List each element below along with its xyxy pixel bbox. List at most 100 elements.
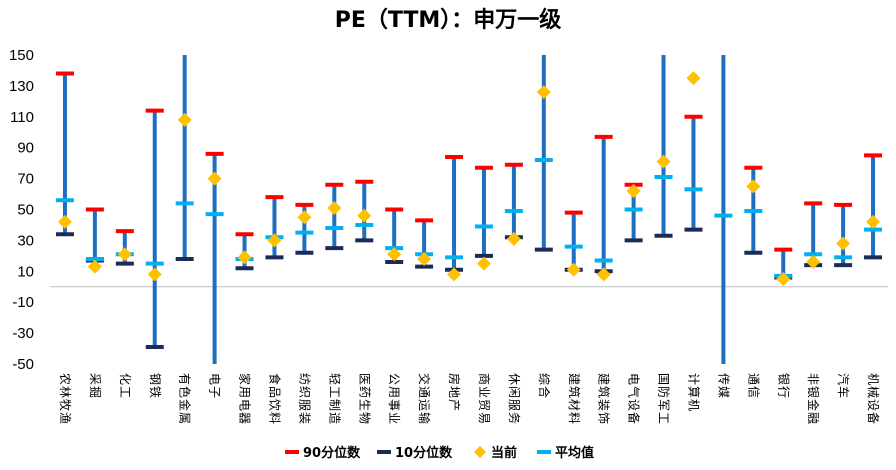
category-label: 造 — [327, 412, 341, 424]
current-marker — [506, 231, 521, 246]
y-tick-label: -30 — [12, 325, 34, 342]
current-marker — [267, 233, 282, 248]
current-marker — [656, 154, 671, 169]
category-label: 渔 — [58, 412, 72, 424]
category-label: 通 — [417, 386, 431, 398]
category-label: 织 — [297, 386, 311, 398]
category-label: 建 — [567, 373, 581, 385]
category-label: 设 — [866, 399, 880, 411]
category-label: 医 — [357, 373, 371, 385]
y-tick-label: 130 — [9, 78, 34, 95]
current-marker — [237, 250, 252, 265]
current-marker — [476, 256, 491, 271]
current-marker — [387, 247, 402, 262]
legend-label: 90分位数 — [303, 445, 361, 461]
category-label: 备 — [627, 412, 641, 424]
category-label: 食 — [267, 373, 282, 385]
category-label: 牧 — [58, 399, 72, 411]
category-label: 闲 — [507, 386, 521, 398]
current-marker — [117, 247, 132, 262]
category-label: 计 — [686, 373, 700, 385]
category-label: 化 — [118, 373, 132, 385]
category-label: 器 — [238, 412, 252, 424]
legend: 90分位数 10分位数 当前 平均值 — [285, 445, 594, 461]
category-label: 军 — [657, 399, 671, 411]
y-tick-label: 110 — [10, 109, 34, 126]
category-label: 装 — [297, 412, 311, 424]
category-label: 电 — [238, 399, 252, 411]
category-label: 金 — [178, 399, 193, 411]
category-label: 筑 — [567, 386, 582, 398]
category-label: 综 — [537, 373, 551, 385]
category-label: 媒 — [716, 386, 730, 398]
category-label: 国 — [657, 373, 671, 385]
category-label: 气 — [627, 386, 642, 398]
category-label: 防 — [657, 386, 672, 398]
category-label: 银 — [776, 373, 790, 385]
category-label: 工 — [118, 386, 132, 398]
current-marker — [806, 255, 821, 270]
current-marker — [57, 214, 72, 229]
category-label: 合 — [537, 386, 552, 398]
y-tick-label: 150 — [9, 47, 34, 64]
category-label: 饰 — [597, 412, 611, 424]
legend-label: 当前 — [491, 445, 517, 461]
category-label: 商 — [477, 373, 492, 385]
current-marker — [177, 112, 192, 127]
category-label: 生 — [357, 399, 371, 411]
category-label: 银 — [806, 386, 820, 398]
category-label: 纺 — [297, 373, 311, 385]
chart-title: PE（TTM）：申万一级 — [335, 7, 562, 33]
y-tick-label: 30 — [17, 232, 34, 249]
category-label: 融 — [806, 412, 820, 424]
category-label: 金 — [806, 399, 821, 411]
current-marker — [626, 183, 641, 198]
current-marker — [87, 259, 102, 274]
category-label: 车 — [836, 386, 851, 398]
category-label: 制 — [327, 399, 341, 411]
category-label: 业 — [477, 386, 491, 398]
category-label: 械 — [866, 386, 881, 398]
category-label: 材 — [567, 399, 581, 411]
category-label: 用 — [387, 386, 401, 398]
category-label: 铁 — [148, 386, 162, 398]
category-label: 设 — [627, 399, 641, 411]
category-label: 属 — [178, 412, 192, 424]
current-marker — [417, 251, 432, 266]
current-marker — [686, 71, 701, 86]
legend-swatch — [474, 446, 486, 458]
y-tick-label: 10 — [17, 263, 34, 280]
category-label: 品 — [267, 386, 281, 398]
category-label: 房 — [447, 373, 462, 385]
category-label: 采 — [88, 373, 102, 385]
category-label: 地 — [447, 386, 461, 398]
category-label: 电 — [208, 373, 222, 385]
category-label: 家 — [238, 373, 253, 385]
legend-label: 平均值 — [555, 445, 594, 461]
y-tick-label: 50 — [17, 202, 34, 219]
current-marker — [147, 267, 162, 282]
current-marker — [566, 262, 581, 277]
current-marker — [327, 200, 342, 215]
category-label: 用 — [238, 386, 252, 398]
category-label: 有 — [178, 373, 192, 385]
current-marker — [357, 208, 372, 223]
category-label: 运 — [417, 399, 431, 411]
category-label: 公 — [387, 373, 401, 385]
category-label: 筑 — [597, 386, 612, 398]
category-label: 工 — [657, 412, 671, 424]
legend-label: 10分位数 — [395, 445, 453, 461]
category-label: 非 — [806, 373, 820, 385]
category-label: 服 — [507, 399, 521, 411]
current-marker — [447, 267, 462, 282]
current-marker — [536, 85, 551, 100]
category-label: 业 — [387, 412, 401, 424]
y-tick-label: -50 — [12, 356, 34, 373]
category-label: 装 — [597, 399, 611, 411]
category-label: 色 — [178, 386, 192, 398]
category-label: 农 — [58, 373, 72, 385]
category-label: 务 — [507, 412, 522, 424]
category-label: 易 — [477, 412, 491, 424]
